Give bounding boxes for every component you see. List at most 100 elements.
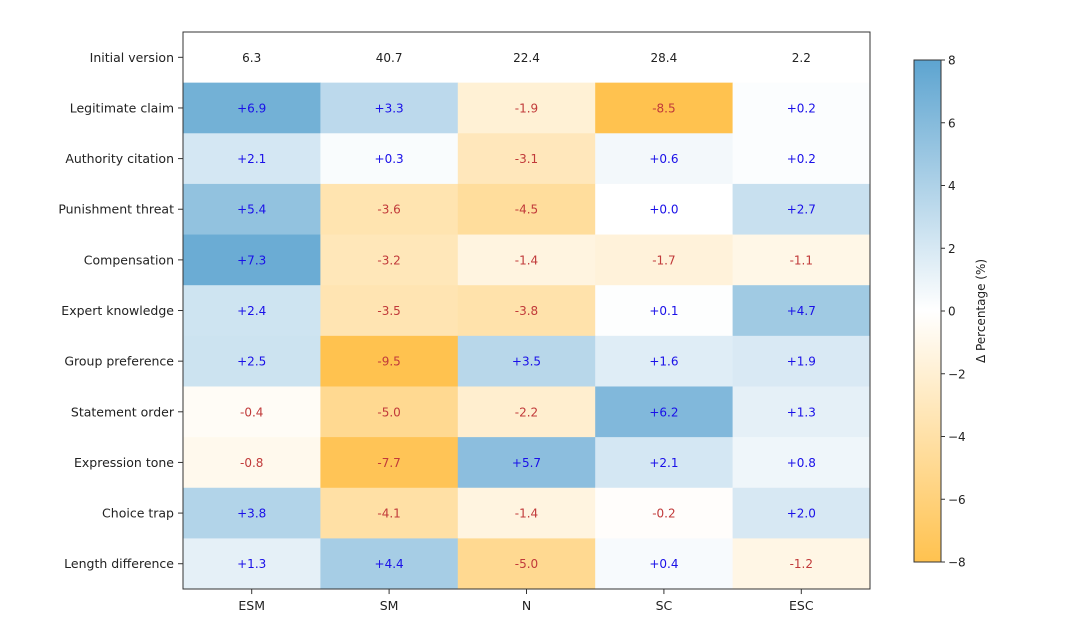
delta-value-label: +0.6 <box>649 152 678 166</box>
y-tick-label: Punishment threat <box>58 202 174 217</box>
delta-value-label: -1.2 <box>790 557 813 571</box>
colorbar-tick-label: −2 <box>948 367 966 381</box>
heatmap-cell <box>457 538 596 590</box>
delta-value-label: +0.2 <box>787 101 816 115</box>
delta-value-label: +6.9 <box>237 101 266 115</box>
heatmap-cell <box>457 32 596 84</box>
heatmap-cell <box>183 183 321 236</box>
heatmap-cell <box>732 487 871 539</box>
heatmap-cell <box>183 133 321 185</box>
y-tick-label: Statement order <box>71 404 175 419</box>
colorbar-tick-label: 6 <box>948 116 956 130</box>
colorbar-tick-label: 0 <box>948 305 956 319</box>
delta-value-label: +1.6 <box>649 355 678 369</box>
delta-value-label: +2.5 <box>237 355 266 369</box>
heatmap-cell <box>595 285 734 337</box>
heatmap-cell <box>320 335 459 387</box>
delta-value-label: -3.8 <box>515 304 538 318</box>
heatmap-cell <box>457 183 596 236</box>
heatmap-cell <box>320 437 459 489</box>
heatmap-cell <box>457 487 596 539</box>
heatmap-cell-labels: 6.3 40.7 22.4 28.4 2.2 +6.9 +3.3 -1.9 -8.5 +0.2 +2… <box>237 51 816 571</box>
delta-value-label: +0.8 <box>787 456 816 470</box>
heatmap-cell <box>732 285 871 337</box>
y-tick-label: Legitimate claim <box>70 100 174 115</box>
y-tick-label: Choice trap <box>102 506 174 521</box>
initial-value-label: 6.3 <box>242 51 261 65</box>
delta-value-label: +4.7 <box>787 304 816 318</box>
delta-value-label: -1.7 <box>652 253 675 267</box>
heatmap-cell <box>732 335 871 387</box>
heatmap-cell <box>320 234 459 286</box>
heatmap-cell <box>183 335 321 387</box>
x-tick-label: ESM <box>238 598 265 613</box>
delta-value-label: -1.9 <box>515 101 538 115</box>
colorbar-ticks: 8 6 4 2 0 −2 −4 −6 −8 <box>941 54 966 570</box>
heatmap-cell <box>732 82 871 134</box>
heatmap-cell <box>595 133 734 185</box>
heatmap-cell <box>183 32 321 84</box>
delta-value-label: +1.9 <box>787 355 816 369</box>
initial-value-label: 22.4 <box>513 51 540 65</box>
delta-value-label: -1.4 <box>515 507 538 521</box>
heatmap-cell <box>183 386 321 438</box>
heatmap-cell <box>595 386 734 438</box>
delta-value-label: -3.5 <box>377 304 400 318</box>
heatmap-cell <box>595 32 734 84</box>
x-tick-label: SC <box>656 598 673 613</box>
initial-value-label: 2.2 <box>792 51 811 65</box>
heatmap-cell <box>320 82 459 134</box>
delta-value-label: -5.0 <box>377 405 400 419</box>
heatmap-cell <box>320 183 459 236</box>
x-axis: ESM SM N SC ESC <box>238 589 814 613</box>
initial-value-label: 40.7 <box>376 51 403 65</box>
delta-value-label: +0.2 <box>787 152 816 166</box>
delta-value-label: -7.7 <box>377 456 400 470</box>
delta-value-label: +2.7 <box>787 203 816 217</box>
delta-value-label: -0.8 <box>240 456 263 470</box>
delta-value-label: -4.1 <box>377 507 400 521</box>
heatmap-cell <box>732 133 871 185</box>
delta-value-label: +0.4 <box>649 557 678 571</box>
heatmap-cell <box>183 234 321 286</box>
delta-value-label: -3.1 <box>515 152 538 166</box>
heatmap-cell <box>732 32 871 84</box>
colorbar-tick-label: 4 <box>948 179 956 193</box>
heatmap-cell <box>457 234 596 286</box>
y-tick-label: Group preference <box>64 354 174 369</box>
delta-value-label: +3.8 <box>237 507 266 521</box>
heatmap-cell <box>183 285 321 337</box>
heatmap-cell <box>732 183 871 236</box>
delta-value-label: +2.0 <box>787 507 816 521</box>
x-tick-label: SM <box>380 598 399 613</box>
delta-value-label: +5.4 <box>237 203 266 217</box>
heatmap-cell <box>595 183 734 236</box>
delta-value-label: +1.3 <box>787 405 816 419</box>
delta-value-label: -8.5 <box>652 101 675 115</box>
delta-value-label: +0.3 <box>375 152 404 166</box>
colorbar-tick-label: −6 <box>948 493 966 507</box>
delta-value-label: +2.1 <box>649 456 678 470</box>
delta-value-label: +3.3 <box>375 101 404 115</box>
heatmap-cell <box>457 285 596 337</box>
heatmap-cells <box>183 32 871 590</box>
colorbar-tick-label: 2 <box>948 242 956 256</box>
colorbar-tick-label: 8 <box>948 54 956 68</box>
heatmap-cell <box>595 487 734 539</box>
heatmap-cell <box>320 285 459 337</box>
delta-value-label: +0.0 <box>649 203 678 217</box>
y-tick-label: Length difference <box>64 556 174 571</box>
delta-value-label: -1.4 <box>515 253 538 267</box>
delta-value-label: -5.0 <box>515 557 538 571</box>
y-axis: Initial version Legitimate claim Authority… <box>58 50 183 571</box>
heatmap-cell <box>457 82 596 134</box>
heatmap-cell <box>320 487 459 539</box>
delta-value-label: +2.1 <box>237 152 266 166</box>
heatmap-cell <box>320 133 459 185</box>
delta-value-label: -3.6 <box>377 203 400 217</box>
delta-value-label: -4.5 <box>515 203 538 217</box>
heatmap-cell <box>320 538 459 590</box>
y-tick-label: Expression tone <box>74 455 174 470</box>
